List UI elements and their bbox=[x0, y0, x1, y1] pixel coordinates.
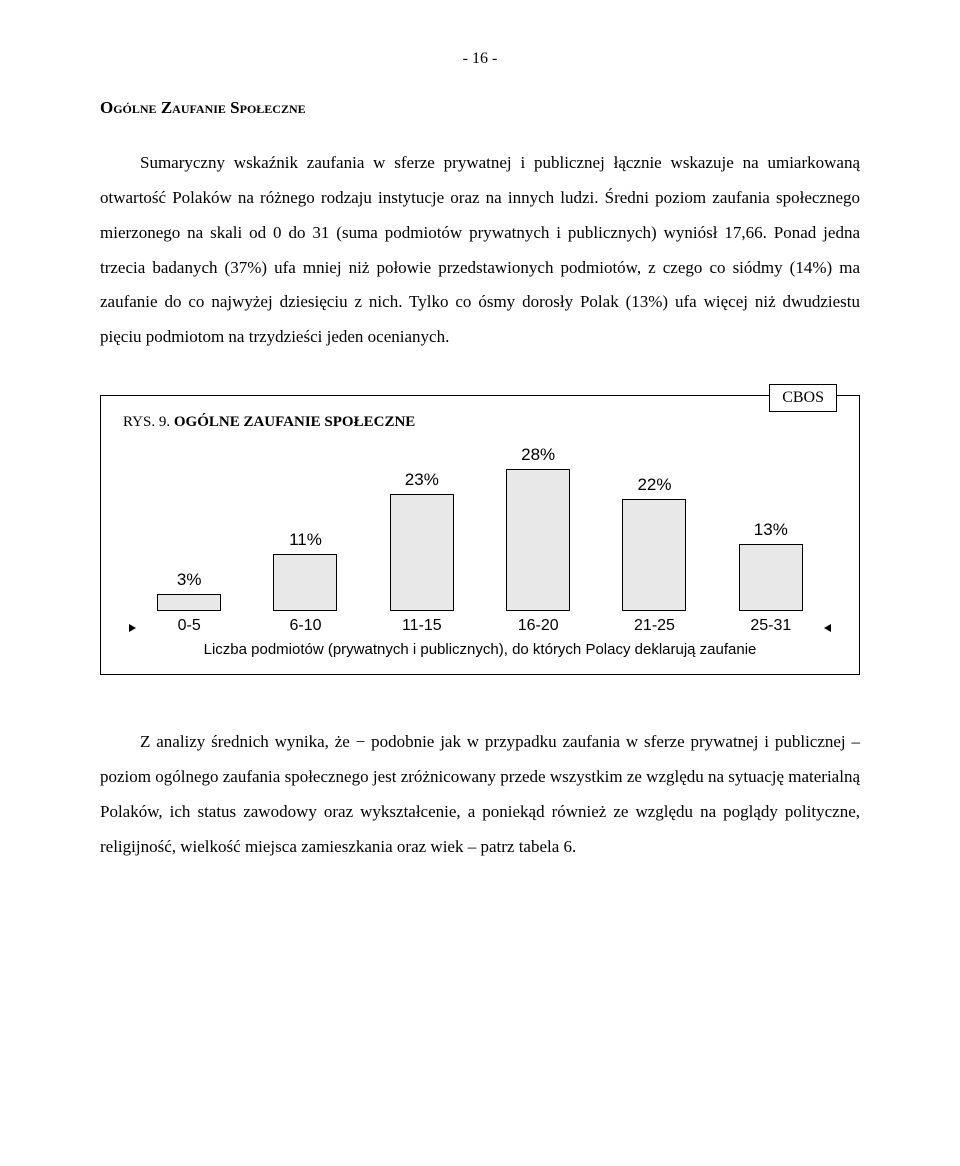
bar bbox=[273, 554, 337, 611]
bar-value-label: 22% bbox=[637, 475, 671, 495]
chart-frame: CBOS RYS. 9. OGÓLNE ZAUFANIE SPOŁECZNE 3… bbox=[100, 395, 860, 675]
axis-label: 11-15 bbox=[364, 617, 480, 635]
bar-col: 22% bbox=[596, 441, 712, 611]
bar-value-label: 28% bbox=[521, 445, 555, 465]
bar-col: 11% bbox=[247, 441, 363, 611]
paragraph-2: Z analizy średnich wynika, że − podobnie… bbox=[100, 725, 860, 864]
chart-caption: Liczba podmiotów (prywatnych i publiczny… bbox=[123, 641, 837, 658]
axis-label: 0-5 bbox=[131, 617, 247, 635]
bar-col: 23% bbox=[364, 441, 480, 611]
page-number: - 16 - bbox=[100, 50, 860, 68]
bar-value-label: 3% bbox=[177, 570, 202, 590]
bar bbox=[506, 469, 570, 611]
axis-label: 16-20 bbox=[480, 617, 596, 635]
bar-col: 3% bbox=[131, 441, 247, 611]
bar-value-label: 23% bbox=[405, 470, 439, 490]
axis-label: 21-25 bbox=[596, 617, 712, 635]
bar-col: 13% bbox=[713, 441, 829, 611]
bar-chart: 3% 11% 23% 28% 22% 13% bbox=[123, 441, 837, 611]
chart-title: RYS. 9. OGÓLNE ZAUFANIE SPOŁECZNE bbox=[123, 414, 837, 431]
bar bbox=[157, 594, 221, 611]
page: - 16 - Ogólne Zaufanie Społeczne Sumaryc… bbox=[0, 0, 960, 924]
axis-row: 0-5 6-10 11-15 16-20 21-25 25-31 bbox=[123, 611, 837, 637]
section-heading: Ogólne Zaufanie Społeczne bbox=[100, 98, 860, 118]
bar-col: 28% bbox=[480, 441, 596, 611]
axis-label: 25-31 bbox=[713, 617, 829, 635]
paragraph-1: Sumaryczny wskaźnik zaufania w sferze pr… bbox=[100, 146, 860, 355]
axis-label: 6-10 bbox=[247, 617, 363, 635]
bar-value-label: 11% bbox=[289, 530, 322, 550]
chart-title-main: OGÓLNE ZAUFANIE SPOŁECZNE bbox=[174, 414, 415, 430]
bar bbox=[622, 499, 686, 611]
cbos-badge: CBOS bbox=[769, 384, 837, 412]
bar bbox=[390, 494, 454, 611]
bar bbox=[739, 544, 803, 611]
bar-value-label: 13% bbox=[754, 520, 788, 540]
chart-title-prefix: RYS. 9. bbox=[123, 414, 174, 430]
